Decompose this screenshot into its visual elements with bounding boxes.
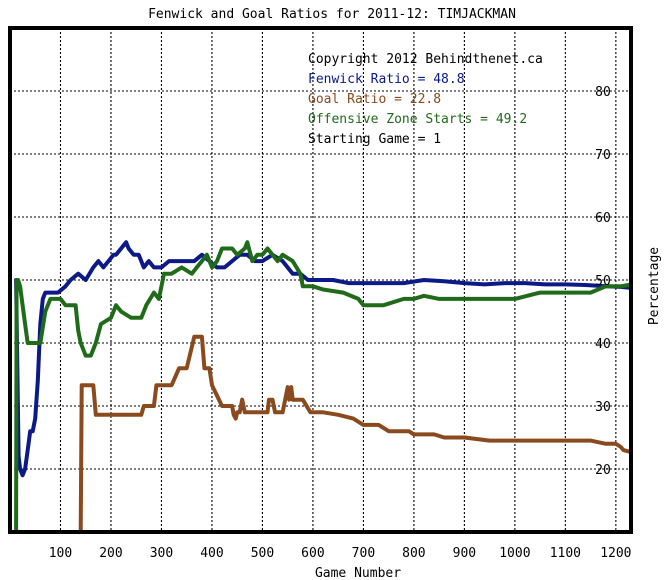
grid	[10, 28, 631, 532]
x-axis-label: Game Number	[315, 566, 401, 580]
fenwick-ratio-line	[14, 240, 631, 478]
series-layer	[14, 240, 631, 534]
y-tick-label: 50	[595, 274, 611, 289]
annotation-ozs: Offensive Zone Starts = 49.2	[308, 112, 527, 127]
x-tick-label: 1100	[550, 546, 581, 561]
x-tick-label: 200	[99, 546, 122, 561]
y-tick-label: 30	[595, 400, 611, 415]
annotation-fenwick: Fenwick Ratio = 48.8	[308, 72, 465, 87]
x-tick-label: 400	[200, 546, 223, 561]
annotation-starting-game: Starting Game = 1	[308, 132, 441, 147]
x-tick-label: 100	[49, 546, 72, 561]
y-tick-label: 80	[595, 85, 611, 100]
x-tick-label: 900	[453, 546, 476, 561]
annotation-copyright: Copyright 2012 Behindthenet.ca	[308, 52, 543, 67]
x-tick-label: 700	[352, 546, 375, 561]
legend: Copyright 2012 Behindthenet.ca Fenwick R…	[308, 52, 543, 147]
annotation-goal: Goal Ratio = 22.8	[308, 92, 441, 107]
y-tick-label: 40	[595, 337, 611, 352]
x-tick-label: 1200	[600, 546, 631, 561]
x-axis-ticks: 100 200 300 400 500 600 700 800 900 1000 1100 1200	[49, 546, 632, 561]
x-tick-label: 300	[150, 546, 173, 561]
plot-frame	[8, 26, 633, 534]
goal-ratio-line	[78, 334, 631, 534]
chart-title: Fenwick and Goal Ratios for 2011-12: TIM…	[148, 7, 516, 22]
x-tick-label: 1000	[499, 546, 530, 561]
y-tick-label: 20	[595, 463, 611, 478]
y-axis-ticks: 20 30 40 50 60 70 80	[595, 85, 611, 478]
x-tick-label: 500	[251, 546, 274, 561]
y-tick-label: 70	[595, 148, 611, 163]
y-tick-label: 60	[595, 211, 611, 226]
x-tick-label: 800	[402, 546, 425, 561]
y-axis-label: Percentage	[647, 247, 662, 325]
x-tick-label: 600	[301, 546, 324, 561]
offensive-zone-starts-line	[14, 240, 631, 534]
